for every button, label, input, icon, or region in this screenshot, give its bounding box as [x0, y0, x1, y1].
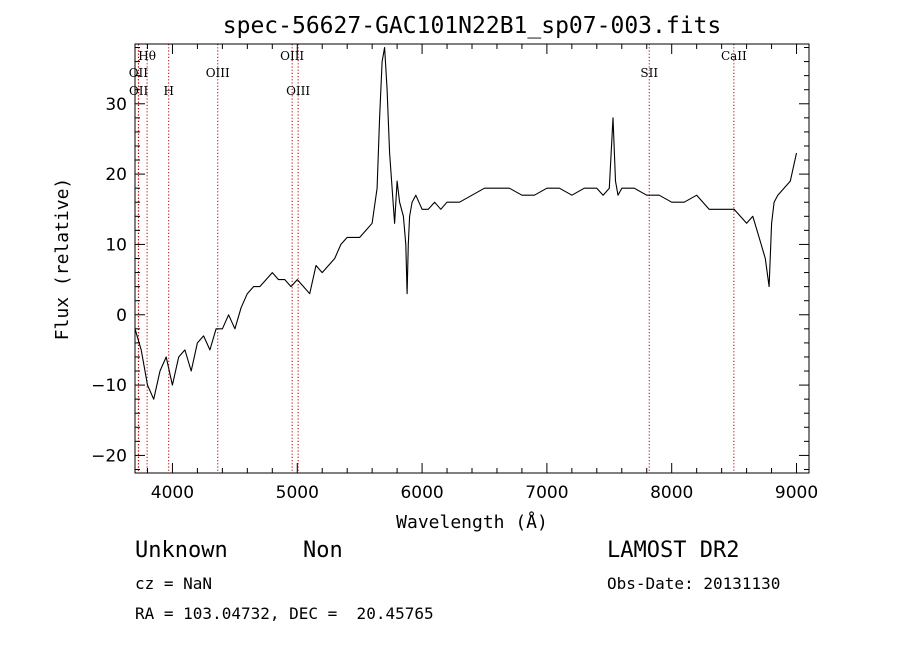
x-tick-label-7000: 7000	[525, 483, 568, 503]
line-marker-label-4: OIII	[206, 66, 230, 80]
line-marker-label-2: OII	[129, 84, 149, 98]
redshift-text: cz = NaN	[135, 574, 213, 593]
x-tick-label-4000: 4000	[151, 483, 194, 503]
line-marker-label-7: SII	[640, 66, 658, 80]
x-tick-label-6000: 6000	[400, 483, 443, 503]
y-tick-label-0: 0	[116, 306, 127, 326]
y-tick-label-30: 30	[105, 95, 127, 115]
x-tick-label-5000: 5000	[276, 483, 319, 503]
y-tick-label-20: 20	[105, 165, 127, 185]
y-tick-label--20: −20	[91, 446, 127, 466]
y-tick-label--10: −10	[91, 376, 127, 396]
chart-title: spec-56627-GAC101N22B1_sp07-003.fits	[223, 13, 722, 39]
subclass-label: Non	[303, 538, 343, 563]
x-tick-label-8000: 8000	[650, 483, 693, 503]
x-axis-label: Wavelength (Å)	[396, 511, 548, 533]
line-marker-label-8: CaII	[721, 49, 747, 63]
survey-label: LAMOST DR2	[607, 538, 740, 563]
coordinates-text: RA = 103.04732, DEC = 20.45765	[135, 604, 434, 623]
obs-date-text: Obs-Date: 20131130	[607, 574, 781, 593]
spectrum-series-0	[134, 46, 798, 400]
y-axis-label: Flux (relative)	[52, 178, 73, 341]
object-class-label: Unknown	[135, 538, 228, 563]
line-marker-label-3: H	[163, 84, 173, 98]
plot-frame	[134, 43, 810, 474]
x-tick-label-9000: 9000	[775, 483, 818, 503]
line-marker-label-0: Hθ	[138, 49, 156, 63]
line-marker-label-6: OIII	[286, 84, 310, 98]
y-tick-label-10: 10	[105, 235, 127, 255]
line-marker-label-5: OIII	[280, 49, 304, 63]
